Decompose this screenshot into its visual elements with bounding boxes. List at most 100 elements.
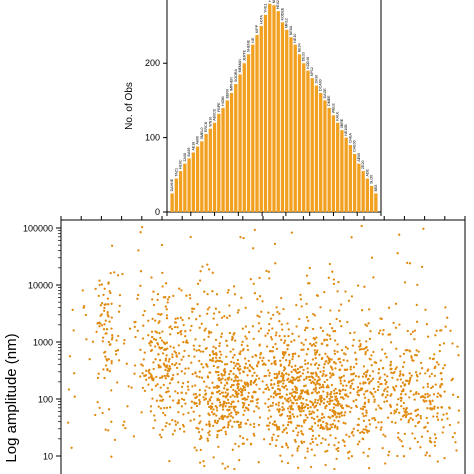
scatter-point (395, 366, 398, 369)
hist-bar-label: NE20 (272, 0, 276, 3)
scatter-point (206, 400, 210, 403)
scatter-point (439, 395, 443, 398)
scatter-point (133, 372, 136, 375)
scatter-point (167, 375, 170, 378)
scatter-point (396, 252, 399, 255)
scatter-point (419, 361, 423, 365)
scatter-point (106, 311, 109, 314)
scatter-point (230, 414, 233, 418)
scatter-point (227, 415, 230, 418)
scatter-point (332, 406, 336, 409)
scatter-point (211, 392, 214, 395)
scatter-point (124, 426, 127, 430)
hist-bar (344, 137, 348, 212)
hist-bar (361, 171, 365, 212)
scatter-point (178, 287, 181, 290)
scatter-point (224, 378, 227, 381)
scatter-point (345, 368, 349, 371)
scatter-point (98, 283, 101, 287)
scatter-point (214, 356, 218, 359)
scatter-point (359, 344, 362, 348)
scatter-point (218, 404, 222, 407)
scatter-point (287, 421, 290, 424)
scatter-point (218, 344, 221, 348)
scatter-point (187, 367, 190, 370)
scatter-point (347, 457, 350, 460)
scatter-point (305, 274, 309, 277)
scatter-point (361, 408, 365, 411)
scatter-point (398, 438, 401, 441)
scatter-point (294, 364, 297, 367)
scatter-point (397, 431, 400, 435)
scatter-point (136, 297, 139, 300)
scatter-point (411, 432, 414, 435)
scatter-point (238, 365, 242, 368)
scatter-point (209, 407, 213, 410)
scatter-point (106, 297, 110, 300)
scatter-point (150, 341, 153, 344)
scatter-point (228, 408, 231, 411)
hist-bar-label: BE8 (374, 185, 378, 192)
scatter-point (444, 306, 447, 309)
scatter-point (109, 271, 112, 275)
scatter-point (316, 424, 320, 427)
scatter-point (324, 360, 327, 363)
scatter-point (356, 386, 360, 389)
scatter-point (364, 353, 367, 356)
scatter-point (397, 436, 400, 439)
scatter-point (206, 376, 210, 379)
scatter-point (234, 392, 238, 395)
scatter-point (206, 292, 209, 296)
scatter-point (306, 367, 309, 370)
scatter-point (141, 337, 145, 340)
scatter-point (143, 309, 146, 313)
scatter-point (197, 430, 201, 434)
scatter-point (101, 340, 104, 343)
scatter-point (386, 390, 389, 393)
scatter-point (396, 378, 399, 381)
scatter-point (220, 415, 223, 419)
scatter-point (282, 424, 285, 427)
scatter-point (82, 306, 85, 309)
scatter-point (174, 390, 177, 393)
scatter-point (266, 332, 269, 335)
scatter-point (317, 399, 320, 402)
scatter-point (104, 319, 107, 322)
scatter-point (430, 372, 433, 376)
scatter-point (208, 430, 211, 433)
scatter-point (158, 376, 162, 380)
scatter-point (239, 350, 242, 353)
scatter-point (349, 368, 352, 371)
scatter-point (183, 349, 186, 353)
scatter-point (231, 416, 235, 419)
scatter-point (172, 294, 175, 298)
scatter-point (333, 392, 336, 395)
hist-bar (195, 146, 200, 212)
scatter-point (276, 310, 279, 314)
hist-bar (242, 63, 246, 213)
scatter-point (334, 362, 337, 365)
hist-bar-label: CHE00 (353, 140, 357, 152)
scatter-point (155, 375, 158, 379)
scatter-point (169, 345, 172, 348)
scatter-point (228, 304, 231, 307)
scatter-point (306, 447, 309, 450)
scatter-point (226, 388, 229, 391)
scatter-point (305, 302, 308, 306)
hist-bar-label: ZH30 (314, 75, 318, 84)
scatter-point (162, 383, 165, 387)
scatter-point (184, 402, 187, 405)
scatter-point (181, 318, 184, 322)
scatter-point (218, 342, 221, 345)
scatter-point (451, 435, 454, 439)
scatter-point (434, 334, 437, 337)
scatter-point (381, 367, 385, 370)
scatter-point (214, 360, 217, 363)
scatter-point (367, 377, 370, 381)
scatter-point (317, 418, 321, 422)
scatter-point (428, 440, 432, 443)
scatter-point (426, 421, 429, 425)
scatter-point (96, 322, 99, 325)
scatter-point (285, 399, 288, 402)
scatter-point (220, 428, 223, 432)
